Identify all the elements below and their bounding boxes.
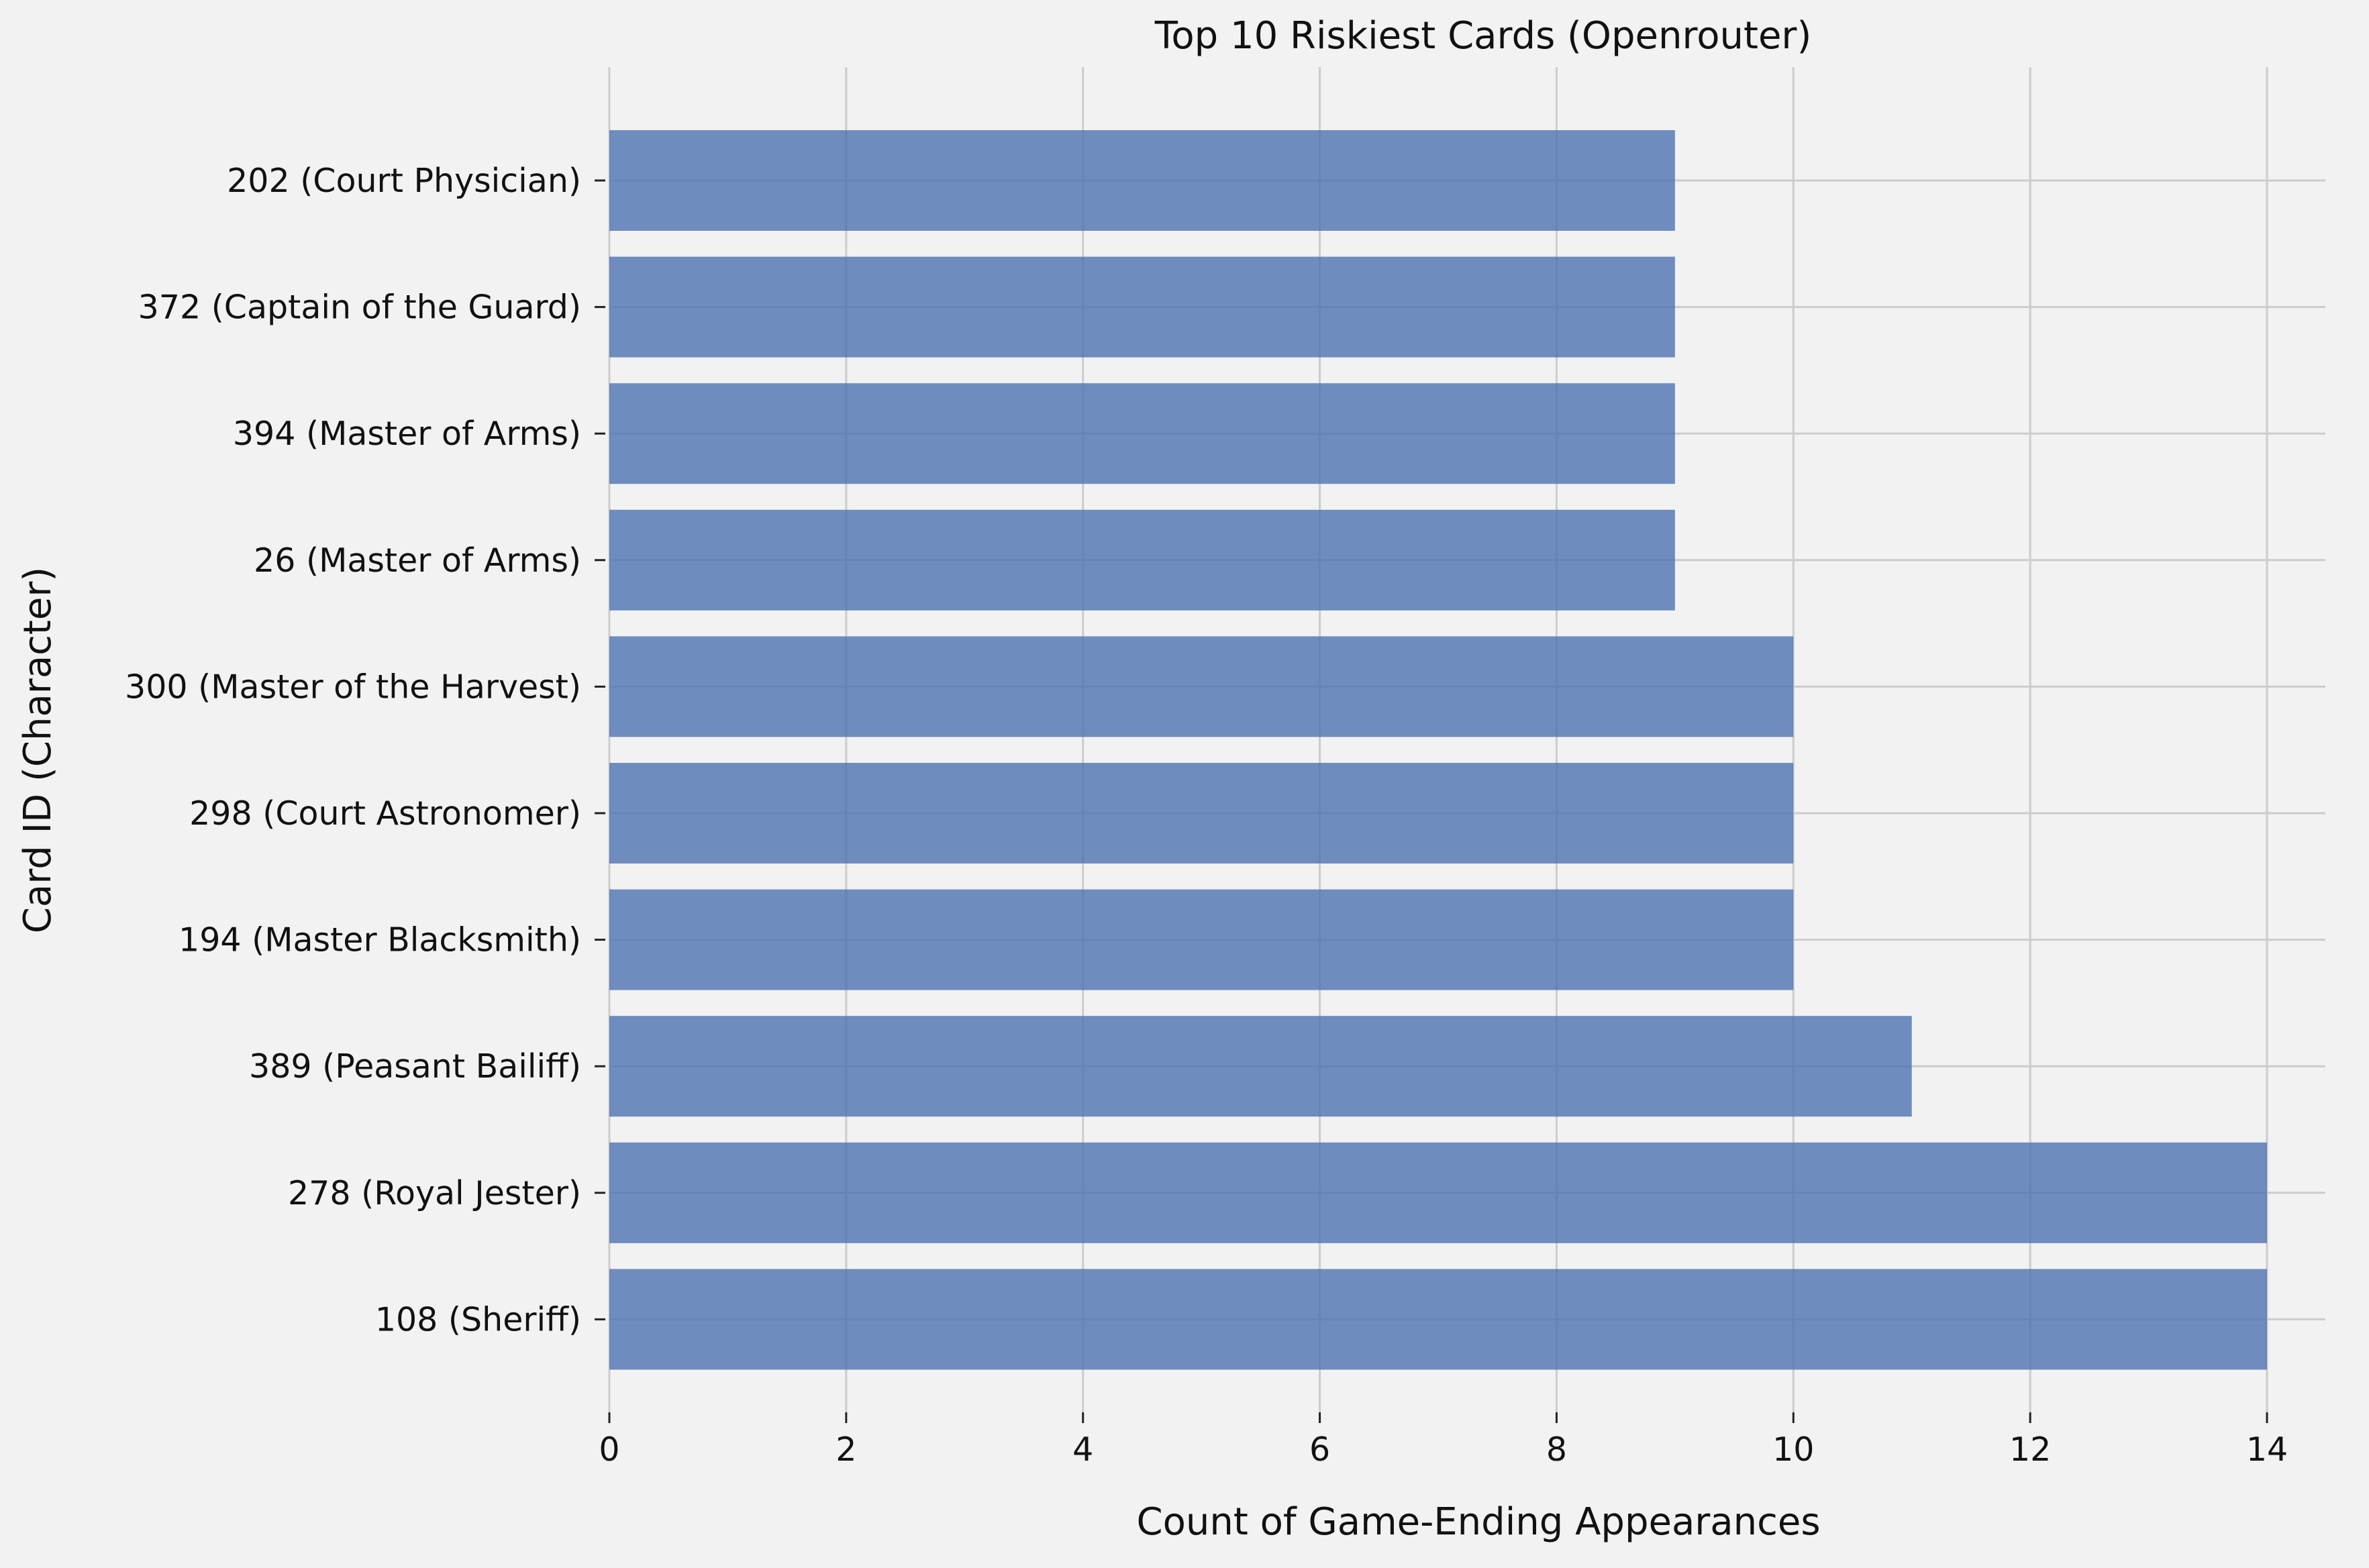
x-axis-ticks: 0 2 4 6 8 10 12 14 (599, 1412, 2288, 1469)
bar (609, 763, 1794, 864)
x-axis-label: Count of Game-Ending Appearances (1136, 1500, 1820, 1544)
x-tick-label: 0 (599, 1430, 619, 1469)
x-tick-label: 10 (1772, 1430, 1814, 1469)
bar (609, 383, 1675, 484)
y-tick-label: 389 (Peasant Bailiff) (249, 1047, 581, 1086)
x-tick-label: 14 (2246, 1430, 2288, 1469)
bar (609, 1269, 2267, 1370)
x-tick-label: 8 (1546, 1430, 1567, 1469)
chart-title: Top 10 Riskiest Cards (Openrouter) (1154, 14, 1812, 58)
y-tick-label: 394 (Master of Arms) (233, 415, 581, 453)
bar (609, 1142, 2267, 1243)
x-tick-label: 2 (836, 1430, 856, 1469)
y-tick-label: 202 (Court Physician) (227, 162, 581, 200)
bars-layer (609, 130, 2267, 1370)
y-tick-label: 278 (Royal Jester) (288, 1174, 581, 1212)
bar (609, 1016, 1912, 1117)
y-tick-label: 298 (Court Astronomer) (189, 794, 581, 833)
bar (609, 889, 1794, 990)
y-tick-label: 372 (Captain of the Guard) (138, 289, 581, 327)
bar (609, 130, 1675, 231)
y-tick-label: 194 (Master Blacksmith) (179, 921, 581, 959)
y-axis-label: Card ID (Character) (16, 567, 60, 933)
bar (609, 256, 1675, 358)
y-tick-label: 108 (Sheriff) (375, 1300, 581, 1339)
bar (609, 636, 1794, 737)
bar (609, 509, 1675, 611)
x-tick-label: 4 (1072, 1430, 1093, 1469)
x-tick-label: 6 (1309, 1430, 1330, 1469)
y-tick-label: 26 (Master of Arms) (254, 541, 581, 580)
x-tick-label: 12 (2009, 1430, 2051, 1469)
y-tick-label: 300 (Master of the Harvest) (125, 668, 581, 706)
y-axis-ticks: 202 (Court Physician) 372 (Captain of the… (125, 162, 605, 1339)
